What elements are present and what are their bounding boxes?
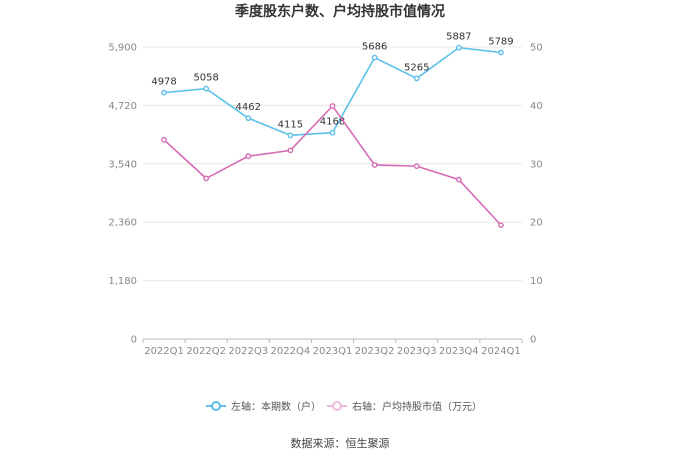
right-tick-label: 20: [530, 218, 543, 229]
series-point-right: [161, 136, 167, 143]
series-point-left: [455, 44, 462, 51]
series-point-right: [329, 103, 336, 109]
series-point-right: [203, 175, 210, 182]
left-tick-label: 2,360: [108, 218, 137, 229]
right-tick-label: 50: [530, 43, 543, 54]
legend[interactable]: 左轴：本期数（户） 右轴：户均持股市值（万元）: [206, 400, 482, 413]
left-axis: 0 1,180 2,360 3,540 4,720 5,900: [108, 43, 137, 346]
data-source: 数据来源：恒生聚源: [291, 436, 390, 450]
x-tick-label: 2022Q2: [186, 346, 226, 357]
legend-label-left: 左轴：本期数（户）: [231, 400, 321, 413]
right-tick-label: 30: [530, 159, 543, 170]
data-label-left: 4115: [278, 119, 303, 130]
x-tick-label: 2023Q1: [313, 346, 353, 357]
chart-title: 季度股东户数、户均持股市值情况: [234, 3, 445, 20]
left-tick-label: 0: [131, 335, 137, 346]
x-tick-label: 2022Q1: [144, 346, 184, 357]
left-tick-label: 3,540: [108, 159, 137, 170]
data-label-left: 4978: [151, 77, 176, 88]
legend-item-left[interactable]: 左轴：本期数（户）: [206, 400, 321, 413]
legend-item-right[interactable]: 右轴：户均持股市值（万元）: [327, 400, 482, 413]
x-tick-label: 2024Q1: [481, 346, 521, 357]
series-point-right: [245, 153, 252, 160]
data-label-left: 4168: [320, 117, 345, 128]
series-point-left: [245, 115, 252, 122]
series-point-right: [287, 147, 294, 154]
x-tick-label: 2022Q3: [228, 346, 268, 357]
left-tick-label: 4,720: [108, 101, 137, 112]
series-point-right: [371, 162, 378, 168]
series-point-left: [287, 132, 294, 139]
series-point-right: [413, 163, 420, 170]
data-label-left: 5686: [362, 42, 387, 53]
series-point-right: [455, 176, 462, 183]
series-point-left: [413, 75, 420, 82]
data-label-left: 4462: [236, 102, 261, 113]
right-tick-label: 40: [530, 101, 543, 112]
data-label-left: 5265: [404, 62, 429, 73]
series-point-left: [161, 89, 167, 96]
legend-marker-left: [211, 401, 221, 411]
series-point-left: [498, 49, 504, 56]
x-axis: 2022Q1 2022Q2 2022Q3 2022Q4 2023Q1 2023Q2 2023…: [142, 339, 523, 357]
x-tick-label: 2023Q2: [355, 346, 395, 357]
right-tick-label: 0: [530, 335, 536, 346]
series-point-right: [498, 222, 504, 229]
grid: [143, 46, 522, 340]
data-label-left: 5789: [488, 36, 513, 47]
series-point-left: [203, 85, 210, 92]
right-axis: 0 10 20 30 40 50: [530, 43, 543, 346]
legend-marker-right: [332, 401, 342, 411]
data-label-left: 5058: [193, 73, 218, 84]
legend-label-right: 右轴：户均持股市值（万元）: [352, 400, 482, 413]
series-point-left: [371, 54, 378, 61]
left-tick-label: 5,900: [108, 43, 137, 54]
x-tick-label: 2022Q4: [271, 346, 311, 357]
series-layer: 4978 5058 4462 4115 4168 5686 5265 5887 5789: [151, 32, 514, 229]
right-tick-label: 10: [530, 276, 543, 287]
x-tick-label: 2023Q3: [397, 346, 437, 357]
left-tick-label: 1,180: [108, 276, 137, 287]
x-tick-label: 2023Q4: [439, 346, 479, 357]
data-label-left: 5887: [446, 32, 471, 43]
series-point-left: [329, 129, 336, 136]
